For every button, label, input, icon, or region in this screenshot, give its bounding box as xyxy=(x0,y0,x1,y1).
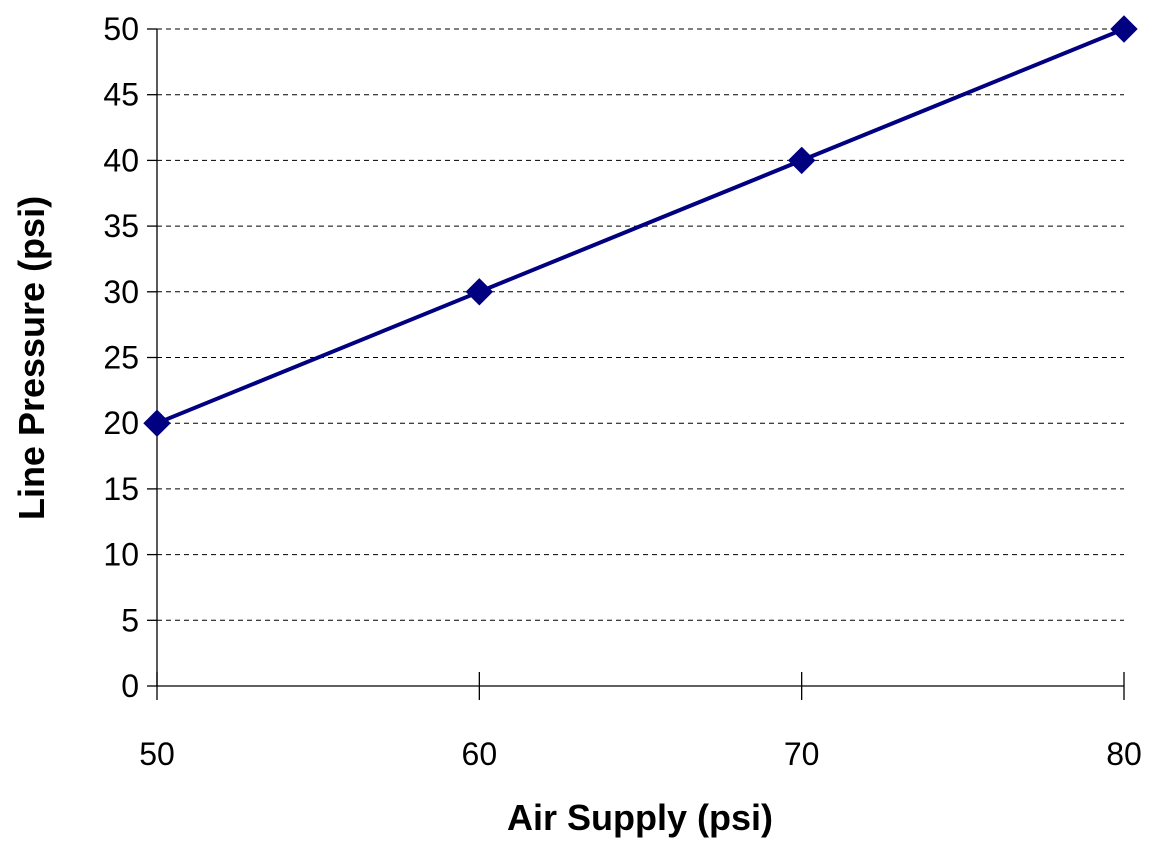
y-axis-title: Line Pressure (psi) xyxy=(11,196,52,520)
x-axis-title: Air Supply (psi) xyxy=(507,797,773,838)
x-tick-label-50: 50 xyxy=(139,736,175,772)
y-tick-label-10: 10 xyxy=(103,537,139,573)
tick-labels: 0 5 10 15 20 25 30 35 40 45 50 50 60 70 80 xyxy=(103,11,1141,772)
series-line-0 xyxy=(156,27,1125,426)
y-tick-label-25: 25 xyxy=(103,340,139,376)
y-tick-label-5: 5 xyxy=(121,602,139,638)
data-point-50 xyxy=(143,409,171,437)
y-tick-label-40: 40 xyxy=(103,142,139,178)
y-tick-label-20: 20 xyxy=(103,405,139,441)
data-point-80 xyxy=(1110,15,1138,43)
y-tick-label-50: 50 xyxy=(103,11,139,47)
x-tick-label-60: 60 xyxy=(462,736,498,772)
y-tick-label-15: 15 xyxy=(103,471,139,507)
x-tick-label-80: 80 xyxy=(1106,736,1142,772)
data-point-70 xyxy=(787,146,816,175)
y-tick-label-45: 45 xyxy=(103,77,139,113)
y-tick-label-30: 30 xyxy=(103,274,139,310)
y-tick-label-35: 35 xyxy=(103,208,139,244)
x-tick-label-70: 70 xyxy=(784,736,820,772)
gridlines xyxy=(157,28,1124,621)
axes xyxy=(147,28,1125,700)
data-point-60 xyxy=(465,278,494,306)
data-series xyxy=(143,15,1138,437)
y-tick-label-0: 0 xyxy=(121,668,139,704)
